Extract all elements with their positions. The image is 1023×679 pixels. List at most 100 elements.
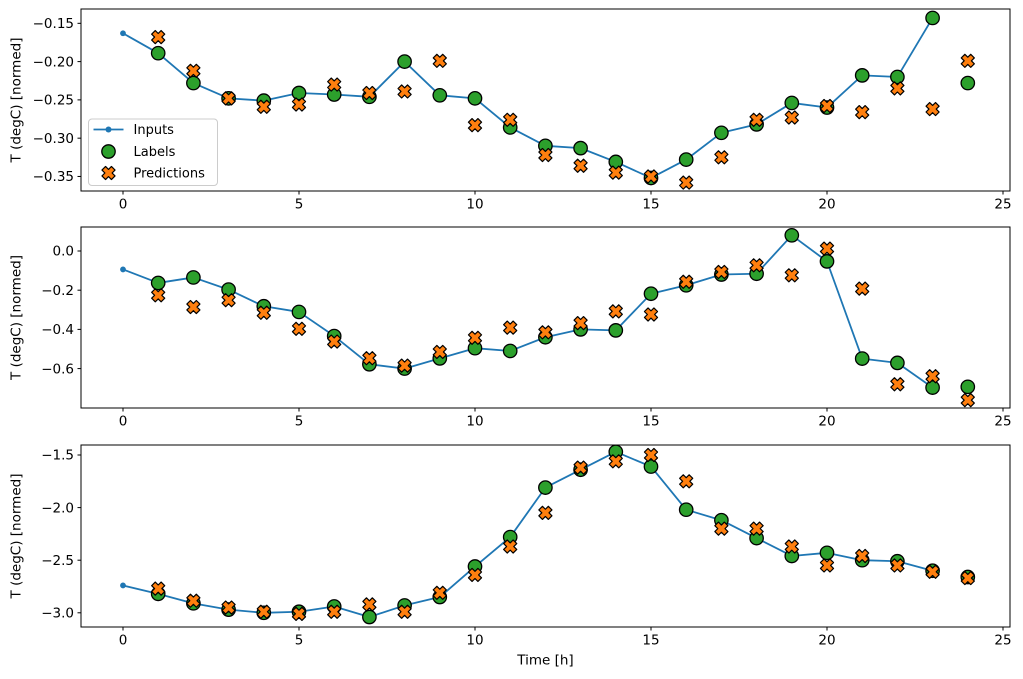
labels-circle-marker (643, 459, 659, 474)
axes-frame (80, 226, 1011, 409)
legend-entry-label: Inputs (134, 123, 175, 138)
y-tick-label: −0.35 (33, 169, 74, 185)
predictions-x-marker (749, 112, 764, 127)
labels-circle-marker (784, 95, 800, 111)
predictions-x-marker (362, 85, 377, 101)
x-tick-label: 5 (295, 197, 304, 213)
y-tick-label: −0.20 (33, 54, 74, 70)
predictions-x-marker (221, 293, 236, 308)
predictions-x-marker (960, 392, 975, 408)
legend-entry-label: Labels (134, 145, 176, 160)
labels-circle-marker (678, 152, 694, 167)
legend-entry-labels: Labels (101, 144, 176, 160)
predictions-x-marker (890, 81, 905, 96)
axes-frame (80, 8, 1011, 192)
labels-circle-marker (186, 75, 201, 91)
labels-circle-marker (643, 286, 659, 302)
labels-circle-marker (362, 609, 377, 625)
x-tick-label: 20 (818, 414, 835, 430)
predictions-x-marker (573, 460, 588, 475)
x-tick-label: 10 (466, 633, 483, 649)
y-tick-label: −2.5 (41, 553, 74, 569)
labels-circle-marker (819, 254, 835, 269)
predictions-x-marker (749, 258, 764, 273)
y-axis-label: T (degC) [normed] (9, 255, 25, 381)
y-tick-label: 0.0 (53, 244, 74, 260)
x-tick-label: 0 (119, 197, 128, 213)
predictions-x-marker (960, 53, 975, 68)
y-tick-label: −2.0 (41, 500, 74, 516)
labels-circle-marker (890, 355, 905, 371)
predictions-x-marker (151, 288, 166, 303)
legend-entry-inputs: Inputs (93, 123, 175, 138)
labels-circle-marker (819, 545, 835, 561)
x-tick-label: 15 (642, 197, 659, 213)
y-axis-label: T (degC) [normed] (9, 474, 25, 600)
predictions-x-marker (925, 369, 940, 384)
predictions-x-marker (503, 112, 518, 127)
labels-circle-marker (925, 380, 940, 395)
x-tick-label: 5 (295, 414, 304, 430)
inputs-dot-marker (120, 30, 126, 37)
labels-circle-marker (467, 91, 483, 106)
predictions-x-marker (608, 304, 623, 319)
predictions-x-marker (186, 593, 201, 608)
predictions-x-marker (608, 165, 623, 180)
predictions-x-marker (749, 521, 764, 536)
predictions-x-marker (467, 330, 483, 345)
predictions-x-marker (925, 101, 940, 117)
x-axis-label: Time [h] (516, 653, 573, 669)
predictions-x-marker (643, 307, 659, 322)
predictions-x-marker (291, 97, 307, 112)
predictions-x-marker (397, 84, 412, 99)
predictions-x-marker (819, 98, 835, 114)
x-tick-label: 20 (818, 633, 835, 649)
legend: Inputs Labels Predictions (88, 118, 218, 186)
x-tick-label: 15 (642, 633, 659, 649)
predictions-x-marker (151, 581, 166, 596)
labels-circle-marker (538, 480, 553, 495)
predictions-x-marker (186, 299, 201, 315)
y-tick-label: −0.30 (33, 131, 74, 147)
inputs-line (122, 450, 933, 618)
x-tick-label: 10 (466, 197, 483, 213)
legend-labels-circle-sample (101, 144, 116, 159)
predictions-x-marker (221, 91, 236, 106)
predictions-x-marker (643, 447, 659, 463)
subplot-1: −0.15 −0.20 −0.25 −0.30 −0.35 0 5 10 15 20 25 T (de… (9, 8, 1012, 213)
x-tick-label: 25 (994, 633, 1011, 649)
predictions-x-marker (784, 110, 799, 125)
labels-circle-marker (397, 54, 412, 69)
predictions-x-marker (573, 158, 588, 173)
labels-circle-marker (854, 68, 870, 83)
labels-circle-marker (854, 351, 870, 366)
predictions-x-marker (151, 29, 166, 45)
labels-circle-marker (784, 227, 800, 243)
predictions-x-marker (291, 321, 307, 336)
labels-circle-marker (608, 323, 624, 338)
predictions-x-marker (538, 325, 553, 340)
inputs-dot-marker (120, 582, 126, 589)
predictions-x-marker (291, 606, 307, 621)
predictions-x-marker (679, 175, 694, 190)
y-axis-label: T (degC) [normed] (9, 38, 25, 164)
y-tick-label: −3.0 (41, 606, 74, 622)
predictions-x-marker (890, 558, 905, 573)
x-tick-label: 20 (818, 197, 835, 213)
legend-inputs-dot-sample (105, 126, 112, 133)
predictions-x-marker (573, 315, 588, 331)
y-tick-label: −0.25 (33, 93, 74, 109)
inputs-line (122, 234, 934, 389)
labels-circle-marker (925, 10, 940, 26)
labels-circle-marker (502, 343, 518, 359)
predictions-x-marker (679, 274, 694, 289)
labels-circle-marker (186, 270, 201, 285)
y-tick-label: −0.4 (41, 322, 74, 338)
predictions-x-marker (714, 521, 729, 536)
labels-circle-marker (960, 75, 976, 91)
predictions-x-marker (538, 147, 553, 163)
predictions-x-marker (855, 104, 870, 120)
labels-circle-marker (150, 45, 166, 61)
predictions-x-marker (221, 600, 236, 615)
